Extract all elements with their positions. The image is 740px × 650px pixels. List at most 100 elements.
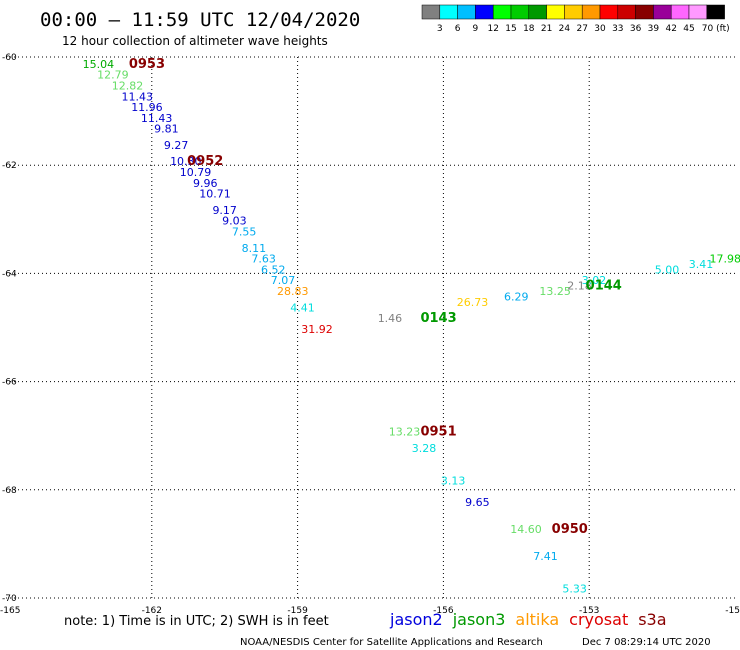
wave-height-value: 13.25 <box>539 285 571 298</box>
color-scale-label: 24 <box>559 24 571 34</box>
wave-height-value: 15.04 <box>83 58 115 71</box>
wave-height-value: 8.11 <box>242 242 267 255</box>
x-tick-label: -153 <box>579 606 599 616</box>
wave-height-value: 7.63 <box>251 253 276 266</box>
color-scale-label: 42 <box>665 24 676 34</box>
wave-height-value: 7.41 <box>533 550 558 563</box>
wave-height-value: 3.13 <box>441 474 466 487</box>
wave-height-value: 9.81 <box>154 123 179 136</box>
y-tick-label: -62 <box>2 161 17 171</box>
wave-height-value: 10.30 <box>170 155 202 168</box>
color-scale-label: 70 (ft) <box>702 24 730 34</box>
wave-height-value: 5.00 <box>655 263 680 276</box>
color-swatch <box>510 4 530 20</box>
color-swatch <box>617 4 636 20</box>
chart-subtitle: 12 hour collection of altimeter wave hei… <box>62 34 328 48</box>
x-tick-label: -162 <box>142 606 162 616</box>
x-tick-label: -15 <box>725 606 740 616</box>
x-tick-label: -165 <box>0 606 20 616</box>
color-scale-label: 27 <box>576 24 587 34</box>
wave-height-value: 7.07 <box>271 274 296 287</box>
color-swatch <box>457 4 476 20</box>
wave-height-value: 6.52 <box>261 263 286 276</box>
wave-height-value: 12.79 <box>97 69 129 82</box>
pass-time-label: 0951 <box>420 425 456 440</box>
color-swatch <box>599 4 619 20</box>
color-swatch <box>492 4 512 20</box>
wave-height-value: 11.43 <box>121 90 153 103</box>
color-swatch <box>564 4 583 20</box>
satellite-legend-item: jason2 <box>389 610 443 629</box>
wave-height-value: 10.79 <box>180 166 212 179</box>
axis-labels: -60 -62 -64 -66 -68 -70 -165 -162 -159 -156 -153 -1… <box>0 53 740 616</box>
color-swatch <box>706 4 725 20</box>
color-scale-label: 9 <box>473 24 479 34</box>
y-tick-label: -70 <box>2 594 17 604</box>
wave-height-value: 28.83 <box>277 285 309 298</box>
color-scale-label: 45 <box>683 24 694 34</box>
wave-height-value: 9.96 <box>193 177 218 190</box>
wave-height-value: 3.28 <box>412 442 437 455</box>
color-scale-label: 36 <box>630 24 642 34</box>
satellite-legend-item: s3a <box>638 610 666 629</box>
color-scale-label: 12 <box>487 24 498 34</box>
wave-height-value: 11.96 <box>131 101 163 114</box>
y-tick-label: -60 <box>2 53 17 63</box>
color-scale-label: 6 <box>455 24 461 34</box>
wave-height-value: 3.41 <box>689 258 714 271</box>
wave-height-value: 9.27 <box>164 139 189 152</box>
wave-height-value: 3.02 <box>582 274 607 287</box>
x-tick-label: -159 <box>287 606 308 616</box>
pass-time-label: 0950 <box>552 522 588 537</box>
satellite-legend-item: jason3 <box>452 610 506 629</box>
pass-time-label: 0144 <box>586 279 622 294</box>
color-scale-legend: 3 6 9 12 15 18 21 24 27 30 33 36 39 42 45 70 (ft) <box>421 4 730 34</box>
color-scale-label: 21 <box>541 24 552 34</box>
chart-title: 00:00 — 11:59 UTC 12/04/2020 <box>40 9 360 31</box>
y-tick-label: -68 <box>2 486 17 496</box>
wave-height-value: 4.41 <box>290 301 315 314</box>
wave-height-value: 9.65 <box>465 496 490 509</box>
pass-time-label: 0143 <box>420 311 456 326</box>
pass-time-label: 0953 <box>129 57 165 72</box>
color-swatch <box>581 4 601 20</box>
wave-height-value: 2.18 <box>567 280 592 293</box>
wave-height-value: 12.82 <box>112 79 144 92</box>
color-scale-label: 18 <box>523 24 535 34</box>
wave-height-value: 1.46 <box>378 312 403 325</box>
color-swatch <box>546 4 565 20</box>
color-swatch <box>421 4 441 20</box>
x-tick-label: -156 <box>433 606 454 616</box>
color-scale-label: 3 <box>437 24 443 34</box>
satellite-legend-item: cryosat <box>569 610 628 629</box>
wave-height-value: 9.03 <box>222 215 247 228</box>
wave-height-value: 10.71 <box>199 188 231 201</box>
color-scale-label: 33 <box>612 24 623 34</box>
color-swatch <box>528 4 547 20</box>
y-tick-label: -64 <box>2 269 17 279</box>
wave-height-value: 5.33 <box>562 583 587 596</box>
wave-height-value: 6.29 <box>504 290 529 303</box>
color-swatch <box>670 4 690 20</box>
wave-height-value: 31.92 <box>301 323 333 336</box>
color-swatch <box>653 4 672 20</box>
color-scale-label: 39 <box>648 24 660 34</box>
color-swatch <box>635 4 654 20</box>
color-swatch <box>439 4 458 20</box>
satellite-legend-item: altika <box>515 610 559 629</box>
color-swatch <box>475 4 494 20</box>
footer-timestamp: Dec 7 08:29:14 UTC 2020 <box>582 637 711 648</box>
footer-credit: NOAA/NESDIS Center for Satellite Applica… <box>240 637 543 648</box>
data-marks: 15.0412.7912.8211.4311.9611.439.819.2710… <box>83 57 740 596</box>
wave-height-value: 13.23 <box>389 426 421 439</box>
wave-height-value: 9.17 <box>212 204 237 217</box>
color-scale-label: 30 <box>594 24 606 34</box>
wave-height-value: 17.98 <box>710 253 740 266</box>
wave-height-value: 14.60 <box>510 523 542 536</box>
pass-time-label: 0952 <box>187 154 223 169</box>
wave-height-value: 11.43 <box>141 112 173 125</box>
wave-height-value: 26.73 <box>457 296 489 309</box>
wave-height-value: 7.55 <box>232 226 257 239</box>
y-tick-label: -66 <box>2 378 17 388</box>
